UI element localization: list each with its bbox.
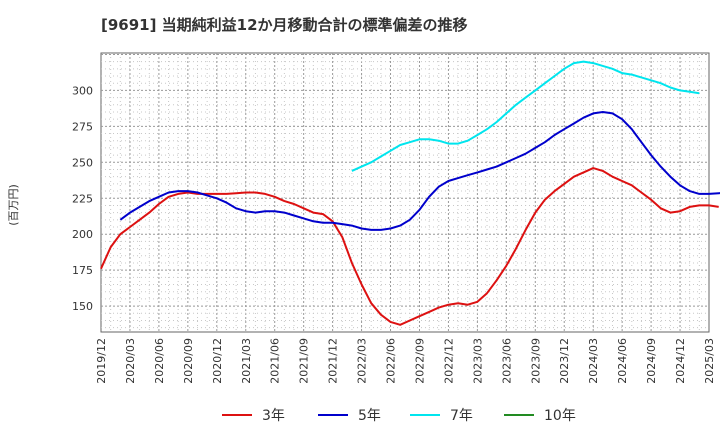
legend-label: 7年 [450, 408, 473, 424]
grid-lines [101, 53, 709, 332]
y-tick-label: 200 [72, 228, 93, 241]
x-tick-label: 2022/09 [413, 338, 426, 384]
legend-label: 5年 [358, 408, 381, 424]
x-tick-label: 2023/12 [558, 338, 571, 384]
x-tick-label: 2023/03 [471, 338, 484, 384]
x-tick-label: 2020/09 [182, 338, 195, 384]
y-tick-labels: 150 175 200 225 250 275 300 [72, 84, 93, 313]
plot-area [100, 52, 710, 333]
y-tick-label: 250 [72, 156, 93, 169]
legend-label: 10年 [544, 408, 576, 424]
chart-title: [9691] 当期純利益12か月移動合計の標準偏差の推移 [101, 16, 468, 34]
x-tick-label: 2021/03 [240, 338, 253, 384]
x-tick-label: 2021/09 [298, 338, 311, 384]
x-tick-label: 2025/03 [703, 338, 716, 384]
series-lines [100, 60, 720, 326]
legend-label: 3年 [262, 408, 285, 424]
x-tick-label: 2024/09 [645, 338, 658, 384]
x-tick-label: 2020/12 [211, 338, 224, 384]
x-tick-label: 2020/03 [124, 338, 137, 384]
y-tick-label: 225 [72, 192, 93, 205]
x-tick-label: 2019/12 [95, 338, 108, 384]
x-tick-label: 2022/06 [385, 338, 398, 384]
series-line-2 [119, 111, 720, 231]
x-tick-label: 2021/12 [327, 338, 340, 384]
x-tick-label: 2022/12 [442, 338, 455, 384]
x-tick-label: 2023/09 [529, 338, 542, 384]
x-tick-label: 2022/03 [356, 338, 369, 384]
x-tick-label: 2021/06 [269, 338, 282, 384]
y-tick-label: 275 [72, 120, 93, 133]
series-line-3 [351, 60, 700, 172]
x-tick-label: 2024/03 [587, 338, 600, 384]
y-tick-label: 175 [72, 264, 93, 277]
x-tick-label: 2020/06 [153, 338, 166, 384]
y-axis-label: (百万円) [7, 184, 20, 226]
y-tick-label: 150 [72, 300, 93, 313]
legend: 3年 5年 7年 10年 [222, 408, 576, 424]
y-tick-label: 300 [72, 84, 93, 97]
x-tick-label: 2024/12 [674, 338, 687, 384]
x-tick-labels: 2019/12 2020/03 2020/06 2020/09 2020/12 2021/… [95, 338, 716, 384]
x-tick-label: 2024/06 [616, 338, 629, 384]
x-tick-label: 2023/06 [500, 338, 513, 384]
